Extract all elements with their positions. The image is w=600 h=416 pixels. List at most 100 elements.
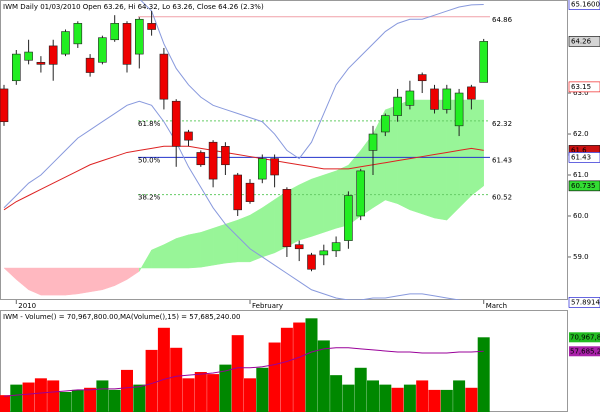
candle-body bbox=[196, 152, 206, 166]
volume-bar bbox=[0, 395, 10, 412]
candle-body bbox=[73, 23, 83, 45]
volume-bar bbox=[182, 378, 195, 412]
volume-bar bbox=[354, 367, 367, 412]
candle-body bbox=[282, 189, 292, 248]
candle-body bbox=[405, 90, 415, 106]
volume-bar bbox=[379, 384, 392, 412]
price-marker-box bbox=[568, 297, 600, 308]
volume-bar bbox=[157, 327, 170, 412]
volume-bar bbox=[34, 378, 47, 412]
cloud-segment bbox=[249, 207, 263, 263]
volume-bar bbox=[207, 374, 220, 412]
price-marker-label: 61.6 bbox=[571, 146, 587, 154]
y-tick-label: 62.0 bbox=[573, 130, 589, 138]
candle-body bbox=[110, 23, 119, 41]
price-plot bbox=[0, 0, 490, 300]
candle-body bbox=[479, 41, 489, 83]
candle-body bbox=[356, 170, 366, 217]
fib-value-label: 62.32 bbox=[492, 120, 512, 128]
volume-bar bbox=[133, 384, 146, 412]
candle-body bbox=[24, 51, 33, 61]
candle-body bbox=[48, 45, 58, 65]
volume-bar bbox=[219, 364, 232, 412]
price-marker-box bbox=[568, 81, 600, 93]
volume-bar bbox=[145, 349, 158, 412]
x-tick-label: March bbox=[486, 302, 507, 310]
candle-body bbox=[245, 182, 255, 202]
candle-body bbox=[393, 96, 402, 116]
price-marker-label: 65.1600 bbox=[571, 1, 600, 9]
volume-bar bbox=[108, 389, 121, 412]
price-marker-label: 63.15 bbox=[571, 83, 591, 91]
candle-body bbox=[36, 61, 46, 65]
candle-body bbox=[221, 146, 230, 166]
volume-bar bbox=[170, 347, 183, 412]
volume-ma-line bbox=[3, 347, 484, 397]
candle-body bbox=[270, 158, 279, 176]
x-tick-label: 2010 bbox=[18, 302, 36, 310]
volume-bar bbox=[440, 389, 453, 412]
volume-bar bbox=[293, 322, 306, 412]
volume-bar bbox=[59, 392, 72, 412]
fib-label: 50.0% bbox=[138, 156, 161, 164]
candle-body bbox=[122, 23, 132, 65]
cloud-segment bbox=[65, 267, 79, 296]
fib-value-label: 61.43 bbox=[492, 156, 512, 164]
volume-bar bbox=[280, 327, 293, 412]
y-tick-label: 60.0 bbox=[573, 212, 589, 220]
cloud-segment bbox=[323, 170, 337, 233]
volume-bar bbox=[244, 378, 256, 412]
volume-bar bbox=[71, 389, 84, 412]
price-marker-box bbox=[568, 36, 600, 47]
candle-body bbox=[454, 92, 464, 127]
volume-marker-label: 57,685,240 bbox=[570, 347, 600, 355]
candle-body bbox=[331, 242, 341, 252]
volume-bar bbox=[330, 375, 343, 412]
candle-body bbox=[61, 31, 70, 55]
cloud-segment bbox=[397, 99, 411, 211]
volume-bar bbox=[10, 384, 23, 412]
candle-body bbox=[442, 88, 452, 110]
candle-body bbox=[171, 100, 181, 147]
y-tick-label: 63.0 bbox=[573, 89, 589, 97]
y-tick-label: 59.0 bbox=[573, 253, 589, 261]
overlay-line bbox=[3, 100, 463, 300]
axes: 64.86 61.8% 62.32 50.0% 61.43 38.2% 60.52 59.0 6… bbox=[3, 0, 600, 357]
cloud-segment bbox=[188, 232, 202, 269]
price-marker-label: 60.735 bbox=[571, 182, 596, 190]
volume-bar bbox=[465, 387, 478, 412]
cloud-segment bbox=[434, 99, 448, 221]
volume-bar bbox=[231, 335, 244, 412]
volume-marker-label: 70,967,800 bbox=[570, 333, 600, 341]
cloud-segment bbox=[175, 234, 189, 269]
fib-label: 38.2% bbox=[138, 194, 161, 202]
price-panel bbox=[0, 0, 568, 300]
cloud-segment bbox=[471, 99, 484, 197]
candle-body bbox=[184, 131, 193, 141]
volume-plot bbox=[0, 318, 490, 412]
y-tick-label: 61.0 bbox=[573, 171, 589, 179]
candle-body bbox=[208, 141, 218, 180]
cloud-segment bbox=[262, 199, 275, 258]
cloud-segment bbox=[421, 99, 435, 219]
volume-bar bbox=[268, 342, 281, 412]
volume-ma-title: MA(Volume(),15) = 57,685,240.00 bbox=[120, 313, 240, 321]
volume-bar bbox=[453, 380, 466, 412]
candle-body bbox=[319, 250, 329, 256]
volume-bar bbox=[121, 369, 133, 412]
candle-body bbox=[257, 158, 267, 180]
candle-body bbox=[430, 88, 439, 110]
chart-title: IWM Daily 01/03/2010 Open 63.26, Hi 64.3… bbox=[3, 3, 264, 11]
x-tick-label: February bbox=[252, 302, 283, 310]
candle-body bbox=[0, 88, 9, 123]
cloud-segment bbox=[212, 223, 226, 266]
overlay-line bbox=[139, 0, 484, 160]
candle-body bbox=[85, 57, 95, 73]
fib-value-label: 60.52 bbox=[492, 194, 512, 202]
volume-bar bbox=[305, 318, 318, 412]
candle-body bbox=[147, 23, 156, 30]
candle-body bbox=[12, 53, 21, 82]
volume-bar bbox=[256, 367, 269, 412]
price-marker-box bbox=[568, 180, 600, 192]
